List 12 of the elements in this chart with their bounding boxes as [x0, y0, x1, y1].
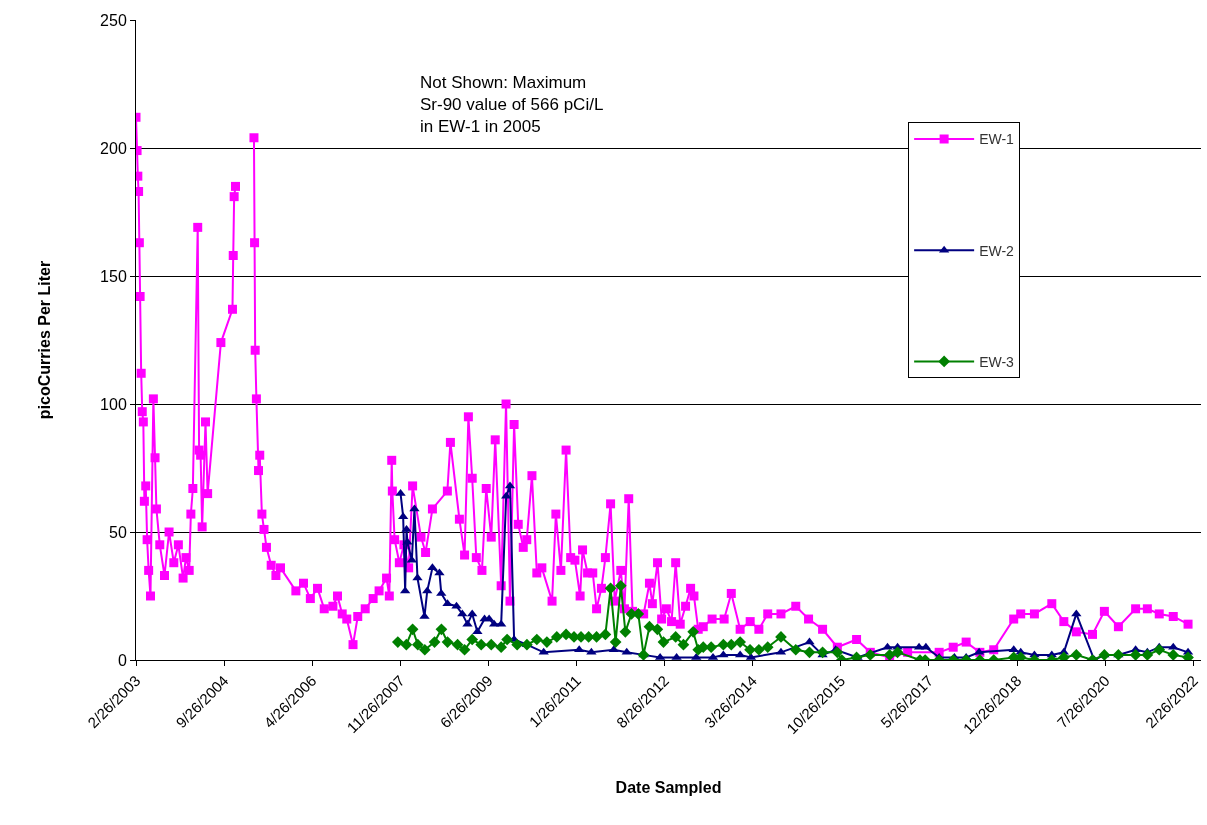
y-tick-label: 150 — [100, 267, 127, 285]
legend-label: EW-1 — [979, 131, 1015, 148]
y-tick-label: 250 — [100, 11, 127, 29]
annotation: Not Shown: Maximum Sr-90 value of 566 pCi/L in EW-1 in 2005 — [420, 73, 604, 137]
y-tick-label: 50 — [109, 523, 127, 541]
y-tick-label: 100 — [100, 395, 127, 413]
y-axis-title: picoCurries Per Liter — [36, 260, 53, 420]
x-axis-title: Date Sampled — [615, 778, 722, 796]
y-tick-label: 0 — [117, 651, 127, 669]
legend-label: EW-2 — [979, 242, 1015, 259]
legend-label: EW-3 — [979, 353, 1015, 370]
y-tick-label: 200 — [100, 139, 127, 157]
